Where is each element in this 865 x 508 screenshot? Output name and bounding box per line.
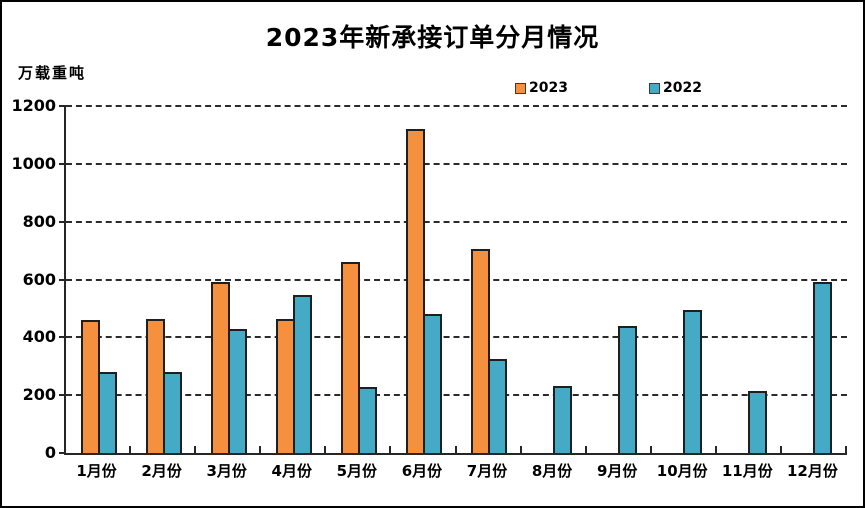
gridline-600 [66,278,847,281]
bar-group [717,106,782,453]
y-axis-tick [59,336,66,339]
bar-2022 [488,359,507,453]
bar-group [196,106,261,453]
y-axis-tick [59,278,66,281]
x-axis-tick [649,446,652,453]
bar-2023 [471,249,490,453]
x-tick-label: 12月份 [786,462,838,480]
y-axis-tick [59,452,66,454]
legend-item-2023: 2023 [515,80,568,96]
bar-2022 [162,372,182,453]
y-axis-tick [59,105,66,107]
x-axis-tick [194,446,197,453]
bar-2022 [748,390,768,453]
x-tick-label: 3月份 [206,462,247,480]
bar-2022 [422,314,442,453]
gridline-400 [66,336,847,339]
y-axis-tick [59,394,66,397]
y-tick-label: 0 [44,443,56,462]
gridline-200 [66,394,847,397]
x-axis-labels: 1月份 2月份 3月份 4月份 5月份 6月份 7月份 8月份 9月份 10月份 11月份 12月份 [64,460,845,481]
x-axis-tick [259,446,262,453]
bar-2022 [683,310,703,453]
bar-2022 [227,328,247,453]
gridline-1200 [66,105,847,107]
x-tick-label: 11月份 [721,462,773,480]
bar-group [456,106,521,453]
legend-swatch-2022 [649,82,660,94]
y-axis-tick [59,162,66,165]
bar-2022 [553,385,573,453]
bar-group [131,106,196,453]
x-axis-tick [584,446,587,453]
y-tick-label: 400 [22,327,56,347]
bar-group [66,106,131,453]
x-axis-tick [454,446,457,453]
x-tick-label: 7月份 [466,462,508,480]
bar-groups [66,106,847,453]
x-tick-label: 6月份 [401,462,443,480]
bar-2023 [405,129,425,453]
bar-group [587,106,652,453]
bar-2022 [357,387,377,453]
x-axis-tick [389,446,392,453]
bar-2023 [340,262,360,453]
bar-group [326,106,391,453]
gridline-1000 [66,162,847,165]
legend-swatch-2023 [515,82,526,94]
y-axis-unit-label: 万载重吨 [18,64,87,82]
y-tick-label: 1000 [11,153,56,173]
x-tick-label: 9月份 [596,462,638,480]
y-tick-label: 1200 [11,96,56,115]
legend-item-2022: 2022 [649,80,702,96]
chart-title: 2023年新承接订单分月情况 [265,23,600,52]
x-tick-label: 2月份 [141,462,182,480]
x-tick-label: 1月份 [76,462,117,480]
x-axis-tick [129,446,132,453]
bar-group [652,106,717,453]
x-axis-tick [845,446,847,453]
legend-label-2023: 2023 [529,80,568,96]
bar-group [782,106,847,453]
bar-group [261,106,326,453]
bar-2022 [97,372,117,453]
bar-2022 [813,282,833,453]
x-axis-tick [324,446,327,453]
x-axis-tick [714,446,717,453]
x-tick-label: 5月份 [336,462,378,480]
x-axis-tick [779,446,782,453]
bar-2022 [618,325,638,453]
bar-group [391,106,456,453]
x-axis-tick [519,446,522,453]
y-axis-tick [59,220,66,223]
bar-2022 [292,295,312,453]
x-tick-label: 4月份 [271,462,312,480]
gridline-800 [66,220,847,223]
x-tick-label: 10月份 [656,462,708,480]
bar-group [522,106,587,453]
y-tick-label: 600 [22,269,56,289]
legend-label-2022: 2022 [663,80,702,96]
y-tick-label: 800 [22,211,56,231]
y-tick-label: 200 [22,385,56,405]
x-tick-label: 8月份 [531,462,573,480]
plot-area: 0 200 400 600 800 1000 1200 [11,96,847,462]
